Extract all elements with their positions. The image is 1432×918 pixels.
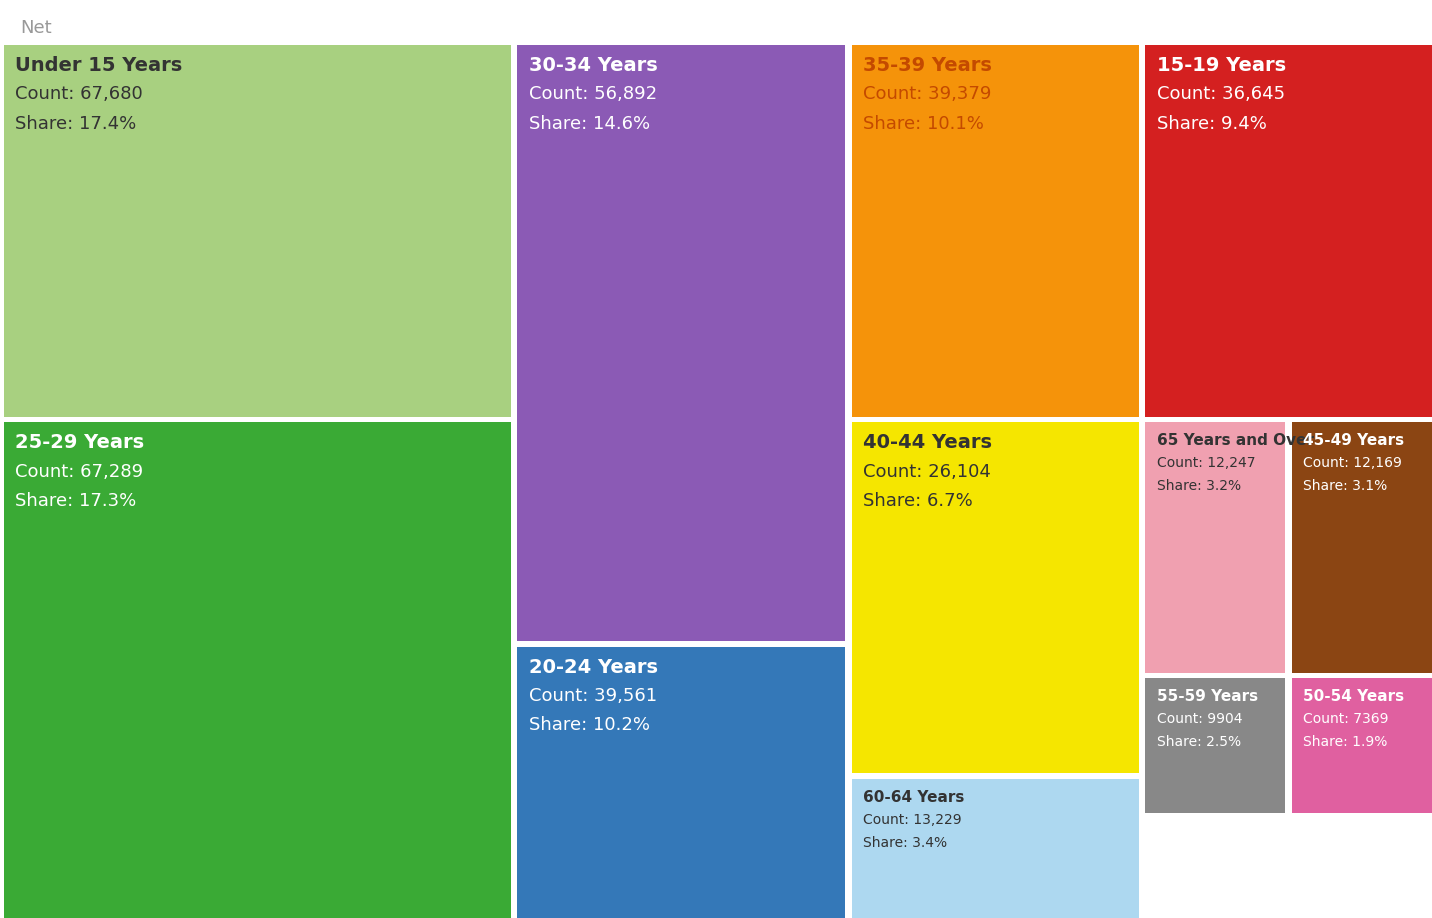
FancyBboxPatch shape [852,45,1138,417]
Text: 50-54 Years: 50-54 Years [1303,689,1405,704]
FancyBboxPatch shape [1146,678,1286,813]
Text: Count: 39,561: Count: 39,561 [528,687,657,705]
Text: Count: 67,289: Count: 67,289 [16,463,143,481]
Text: Count: 13,229: Count: 13,229 [863,812,962,826]
Text: Share: 9.4%: Share: 9.4% [1157,115,1267,133]
Text: 40-44 Years: 40-44 Years [863,433,992,453]
Text: 35-39 Years: 35-39 Years [863,56,992,75]
Text: Count: 12,169: Count: 12,169 [1303,456,1402,470]
Text: Count: 9904: Count: 9904 [1157,712,1243,726]
Text: Share: 6.7%: Share: 6.7% [863,492,974,510]
Text: Share: 3.2%: Share: 3.2% [1157,479,1242,493]
Text: Count: 12,247: Count: 12,247 [1157,456,1256,470]
Text: Count: 36,645: Count: 36,645 [1157,85,1285,104]
Text: Share: 17.4%: Share: 17.4% [16,115,136,133]
Text: 45-49 Years: 45-49 Years [1303,433,1405,448]
Text: Share: 17.3%: Share: 17.3% [16,492,136,510]
FancyBboxPatch shape [852,422,1138,773]
FancyBboxPatch shape [1146,422,1286,673]
Text: Count: 39,379: Count: 39,379 [863,85,992,104]
Text: Count: 56,892: Count: 56,892 [528,85,657,104]
FancyBboxPatch shape [517,45,845,642]
Text: 25-29 Years: 25-29 Years [16,433,145,453]
Text: Share: 3.1%: Share: 3.1% [1303,479,1388,493]
FancyBboxPatch shape [517,646,845,918]
Text: 55-59 Years: 55-59 Years [1157,689,1257,704]
FancyBboxPatch shape [1292,678,1432,813]
Text: Count: 67,680: Count: 67,680 [16,85,143,104]
Text: Under 15 Years: Under 15 Years [16,56,183,75]
Text: Share: 14.6%: Share: 14.6% [528,115,650,133]
FancyBboxPatch shape [4,422,511,918]
Text: 65 Years and Over: 65 Years and Over [1157,433,1313,448]
Text: Count: 7369: Count: 7369 [1303,712,1389,726]
Text: 15-19 Years: 15-19 Years [1157,56,1286,75]
Text: Share: 10.2%: Share: 10.2% [528,716,650,734]
FancyBboxPatch shape [4,45,511,417]
FancyBboxPatch shape [852,778,1138,918]
Text: Count: 26,104: Count: 26,104 [863,463,991,481]
Text: 60-64 Years: 60-64 Years [863,789,965,805]
Text: 30-34 Years: 30-34 Years [528,56,657,75]
Text: Share: 2.5%: Share: 2.5% [1157,735,1242,749]
Text: Share: 10.1%: Share: 10.1% [863,115,984,133]
Text: Share: 3.4%: Share: 3.4% [863,835,948,849]
Text: Share: 1.9%: Share: 1.9% [1303,735,1388,749]
FancyBboxPatch shape [1146,45,1432,417]
Text: 20-24 Years: 20-24 Years [528,657,657,677]
Text: Net: Net [20,19,52,37]
FancyBboxPatch shape [1292,422,1432,673]
